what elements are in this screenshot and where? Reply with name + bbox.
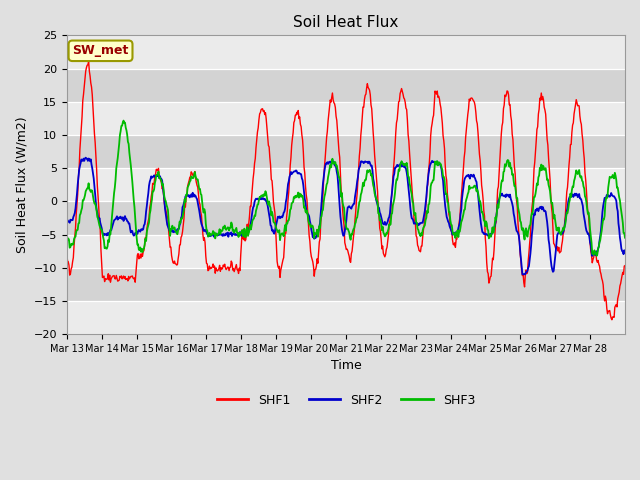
SHF1 <box>608 317 616 323</box>
Bar <box>67 69 625 102</box>
SHF1 <box>280 242 288 248</box>
SHF2 <box>404 182 412 188</box>
SHF3 <box>129 188 137 194</box>
Line: SHF2: SHF2 <box>67 157 625 275</box>
SHF1 <box>84 59 92 64</box>
SHF3 <box>259 193 267 199</box>
Bar <box>67 135 625 168</box>
Line: SHF1: SHF1 <box>67 61 625 320</box>
SHF3 <box>232 227 239 232</box>
SHF1 <box>621 263 629 268</box>
Bar <box>67 168 625 201</box>
Line: SHF3: SHF3 <box>67 120 625 256</box>
SHF3 <box>404 173 412 179</box>
X-axis label: Time: Time <box>330 360 361 372</box>
SHF1 <box>404 132 412 137</box>
SHF2 <box>63 217 70 223</box>
Bar <box>67 36 625 69</box>
Bar <box>67 201 625 235</box>
SHF2 <box>280 209 288 215</box>
Bar <box>67 301 625 334</box>
Bar <box>67 102 625 135</box>
SHF3 <box>436 159 444 165</box>
SHF3 <box>593 253 600 259</box>
SHF2 <box>232 231 239 237</box>
SHF1 <box>63 250 70 256</box>
Text: SW_met: SW_met <box>72 44 129 57</box>
SHF2 <box>82 155 90 160</box>
Bar <box>67 235 625 268</box>
SHF1 <box>129 275 137 281</box>
Legend: SHF1, SHF2, SHF3: SHF1, SHF2, SHF3 <box>212 389 480 411</box>
SHF1 <box>232 264 239 270</box>
SHF2 <box>436 160 444 166</box>
SHF2 <box>519 272 527 277</box>
SHF3 <box>621 235 629 240</box>
SHF3 <box>120 118 127 123</box>
SHF1 <box>436 96 444 102</box>
SHF1 <box>259 108 267 114</box>
Title: Soil Heat Flux: Soil Heat Flux <box>293 15 399 30</box>
SHF2 <box>259 195 267 201</box>
Bar <box>67 268 625 301</box>
SHF3 <box>63 233 70 239</box>
SHF2 <box>129 231 137 237</box>
Y-axis label: Soil Heat Flux (W/m2): Soil Heat Flux (W/m2) <box>15 117 28 253</box>
SHF2 <box>621 250 629 255</box>
SHF3 <box>280 227 288 233</box>
